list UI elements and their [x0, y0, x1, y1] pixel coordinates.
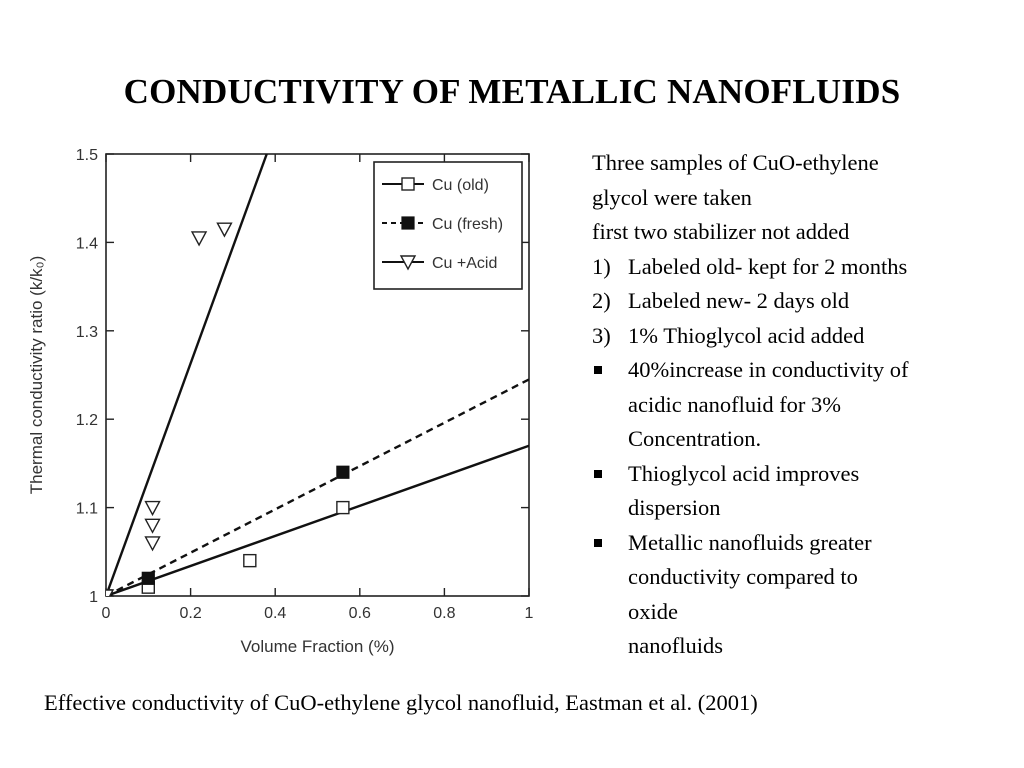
bullet-line: acidic nanofluid for 3%	[628, 391, 842, 417]
square-bullet-icon	[594, 469, 602, 478]
fit-line	[106, 378, 529, 596]
numbered-item-2: 2) Labeled new- 2 days old	[592, 284, 1002, 319]
fit-line	[106, 444, 529, 596]
numbered-item-number: 3)	[592, 322, 611, 348]
description-panel: Three samples of CuO-ethylene glycol wer…	[592, 146, 1002, 664]
bullet-line: Thioglycol acid improves	[628, 460, 860, 486]
figure-caption: Effective conductivity of CuO-ethylene g…	[44, 690, 758, 715]
series-2	[106, 378, 529, 596]
square-bullet-icon	[594, 366, 602, 374]
numbered-item-1: 1) Labeled old- kept for 2 months	[592, 250, 1002, 285]
numbered-item-text: Labeled old- kept for 2 months	[628, 253, 908, 279]
numbered-item-number: 1)	[592, 253, 611, 279]
bullet-line: nanofluids	[628, 633, 723, 658]
numbered-item-text: 1% Thioglycol acid added	[628, 322, 865, 348]
legend-marker	[401, 216, 415, 230]
x-tick-label: 0.6	[349, 605, 371, 622]
data-point	[336, 465, 350, 479]
bullet-line: dispersion	[628, 495, 721, 520]
y-tick-label: 1.4	[76, 235, 98, 252]
data-point	[144, 500, 161, 517]
y-tick-label: 1.3	[76, 324, 98, 341]
numbered-item-number: 2)	[592, 288, 611, 313]
bullet-line: Metallic nanofluids greater	[628, 529, 872, 555]
conductivity-chart: 0 0.2 0.4 0.6 0.8 1 1 1.1 1.2 1.3 1.4 1.5 Volume Fra…	[22, 138, 542, 668]
chart-svg: 0 0.2 0.4 0.6 0.8 1 1 1.1 1.2 1.3 1.4 1.5 Volume Fra…	[27, 147, 534, 656]
y-tick-label: 1.2	[76, 412, 98, 429]
bullet-line: 40%increase in conductivity of	[628, 357, 909, 382]
data-point	[141, 571, 155, 585]
data-point	[243, 553, 257, 568]
y-tick-label: 1.1	[76, 501, 98, 518]
data-point	[216, 222, 233, 238]
plot-frame	[105, 153, 530, 597]
intro-line-3: first two stabilizer not added	[592, 219, 850, 244]
bullet-item-3: Metallic nanofluids greater conductivity…	[592, 526, 1002, 664]
data-point	[336, 500, 350, 515]
fit-line	[106, 154, 268, 596]
numbered-item-3: 3) 1% Thioglycol acid added	[592, 319, 1002, 354]
bullet-line: Concentration.	[628, 426, 762, 451]
x-tick-label: 1	[525, 605, 534, 622]
x-tick-label: 0.8	[433, 605, 455, 622]
intro-line-2: glycol were taken	[592, 184, 752, 210]
legend-label: Cu +Acid	[432, 255, 497, 272]
bullet-line: oxide	[628, 598, 678, 624]
x-tick-label: 0	[102, 605, 111, 622]
numbered-item-text: Labeled new- 2 days old	[628, 288, 850, 313]
legend-label: Cu (fresh)	[432, 216, 503, 233]
legend-marker	[401, 177, 415, 191]
bullet-line: conductivity compared to	[628, 564, 858, 589]
y-tick-label: 1.5	[76, 147, 98, 164]
bullet-item-1: 40%increase in conductivity of acidic na…	[592, 353, 1002, 457]
series-3	[106, 154, 268, 596]
slide-title: CONDUCTIVITY OF METALLIC NANOFLUIDS	[123, 72, 901, 111]
data-point	[144, 518, 161, 534]
x-tick-label: 0.2	[179, 605, 201, 622]
data-point	[144, 536, 161, 552]
y-tick-label: 1	[89, 589, 98, 606]
x-axis-label: Volume Fraction (%)	[241, 637, 395, 656]
y-axis-label: Thermal conductivity ratio (k/k₀)	[27, 256, 46, 495]
square-bullet-icon	[594, 538, 602, 547]
data-point	[106, 589, 115, 596]
series-1	[106, 444, 529, 596]
bullet-item-2: Thioglycol acid improves dispersion	[592, 457, 1002, 526]
data-point	[190, 231, 208, 247]
intro-line-1: Three samples of CuO-ethylene	[592, 150, 879, 175]
x-tick-label: 0.4	[264, 605, 286, 622]
legend-label: Cu (old)	[432, 177, 489, 194]
legend-marker	[399, 255, 417, 271]
